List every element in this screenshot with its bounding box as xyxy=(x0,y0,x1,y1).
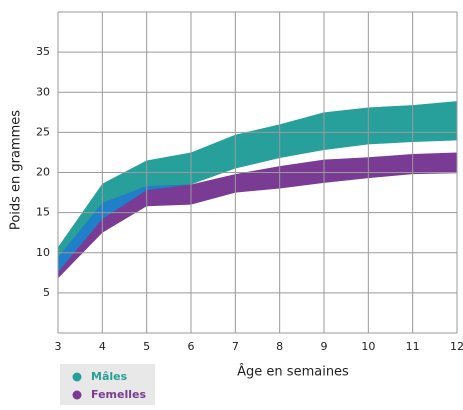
y-tick-label: 5 xyxy=(43,286,50,299)
y-axis-label: Poids en grammes xyxy=(9,110,24,230)
x-tick-label: 11 xyxy=(406,340,420,353)
x-tick-label: 9 xyxy=(321,340,328,353)
x-tick-label: 5 xyxy=(143,340,150,353)
x-tick-label: 10 xyxy=(361,340,375,353)
x-tick-label: 8 xyxy=(276,340,283,353)
x-tick-label: 4 xyxy=(99,340,106,353)
x-tick-label: 12 xyxy=(450,340,463,353)
y-tick-label: 10 xyxy=(36,246,50,259)
x-tick-label: 6 xyxy=(188,340,195,353)
y-tick-label: 20 xyxy=(36,166,50,179)
y-tick-label: 35 xyxy=(36,45,50,58)
y-tick-label: 15 xyxy=(36,206,50,219)
range-band xyxy=(58,152,457,279)
x-tick-label: 3 xyxy=(55,340,62,353)
legend-marker xyxy=(72,372,82,382)
y-tick-label: 25 xyxy=(36,125,50,138)
legend-marker xyxy=(72,390,82,400)
legend-label: Mâles xyxy=(91,370,128,383)
y-tick-label: 30 xyxy=(36,85,50,98)
range-band xyxy=(58,101,457,273)
legend-label: Femelles xyxy=(91,388,146,401)
x-axis-label: Âge en semaines xyxy=(237,364,349,380)
x-tick-label: 7 xyxy=(232,340,239,353)
